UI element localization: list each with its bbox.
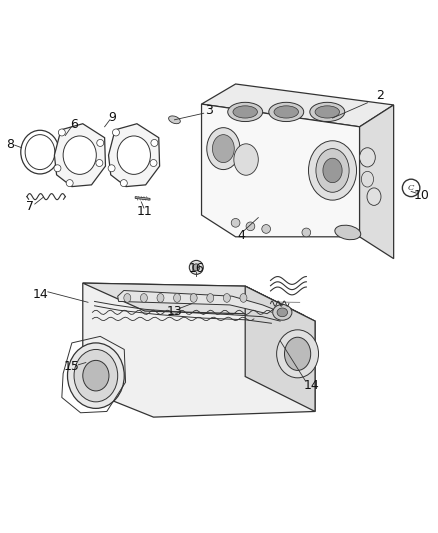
Text: 2: 2 xyxy=(377,89,385,102)
Ellipse shape xyxy=(169,116,180,124)
Ellipse shape xyxy=(246,222,255,231)
Text: 7: 7 xyxy=(26,200,35,213)
Ellipse shape xyxy=(302,228,311,237)
Ellipse shape xyxy=(231,219,240,227)
Ellipse shape xyxy=(190,294,197,302)
Ellipse shape xyxy=(367,188,381,205)
Text: 16: 16 xyxy=(188,262,204,274)
Text: 3: 3 xyxy=(205,104,213,117)
Text: C: C xyxy=(408,184,414,192)
Ellipse shape xyxy=(228,102,263,122)
Ellipse shape xyxy=(233,106,258,118)
Ellipse shape xyxy=(207,128,240,169)
Ellipse shape xyxy=(193,264,200,271)
Ellipse shape xyxy=(403,179,420,197)
Ellipse shape xyxy=(151,140,158,147)
Text: 6: 6 xyxy=(70,118,78,131)
Ellipse shape xyxy=(315,106,339,118)
Text: 13: 13 xyxy=(166,304,182,318)
Ellipse shape xyxy=(96,159,103,166)
Ellipse shape xyxy=(97,140,104,147)
Ellipse shape xyxy=(277,330,318,378)
Ellipse shape xyxy=(189,261,203,274)
Ellipse shape xyxy=(308,141,357,200)
Polygon shape xyxy=(54,124,106,187)
Ellipse shape xyxy=(74,350,118,402)
Ellipse shape xyxy=(274,106,298,118)
Polygon shape xyxy=(109,124,159,187)
Ellipse shape xyxy=(54,165,61,172)
Polygon shape xyxy=(245,286,315,411)
Text: 11: 11 xyxy=(137,205,153,218)
Text: 4: 4 xyxy=(237,229,245,241)
Ellipse shape xyxy=(223,294,230,302)
Ellipse shape xyxy=(124,294,131,302)
Ellipse shape xyxy=(240,294,247,302)
Polygon shape xyxy=(201,84,394,127)
Text: 14: 14 xyxy=(33,288,49,301)
Ellipse shape xyxy=(323,158,342,183)
Polygon shape xyxy=(360,105,394,259)
Ellipse shape xyxy=(117,136,150,174)
Ellipse shape xyxy=(66,180,73,187)
Text: 14: 14 xyxy=(304,379,319,392)
Ellipse shape xyxy=(113,129,120,136)
Ellipse shape xyxy=(63,136,96,174)
Ellipse shape xyxy=(360,148,375,167)
Text: 8: 8 xyxy=(6,138,14,151)
Text: 9: 9 xyxy=(108,111,116,124)
Ellipse shape xyxy=(58,129,65,136)
Ellipse shape xyxy=(335,225,361,240)
Text: 10: 10 xyxy=(414,189,430,202)
Ellipse shape xyxy=(141,294,148,302)
Ellipse shape xyxy=(173,294,180,302)
Ellipse shape xyxy=(269,102,304,122)
Ellipse shape xyxy=(83,360,109,391)
Text: 15: 15 xyxy=(64,360,79,374)
Ellipse shape xyxy=(273,304,292,320)
Ellipse shape xyxy=(277,308,288,317)
Ellipse shape xyxy=(120,180,127,187)
Ellipse shape xyxy=(150,159,157,166)
Ellipse shape xyxy=(25,135,55,169)
Ellipse shape xyxy=(207,294,214,302)
Polygon shape xyxy=(83,283,304,316)
Polygon shape xyxy=(83,283,315,417)
Ellipse shape xyxy=(316,149,349,192)
Polygon shape xyxy=(201,104,360,237)
Ellipse shape xyxy=(285,337,311,370)
Ellipse shape xyxy=(67,343,124,408)
Ellipse shape xyxy=(310,102,345,122)
Polygon shape xyxy=(135,197,150,200)
Ellipse shape xyxy=(262,224,271,233)
Ellipse shape xyxy=(157,294,164,302)
Ellipse shape xyxy=(234,144,258,175)
Ellipse shape xyxy=(108,165,115,172)
Ellipse shape xyxy=(212,135,234,163)
Ellipse shape xyxy=(361,171,374,187)
Ellipse shape xyxy=(21,130,59,174)
Polygon shape xyxy=(118,290,274,313)
